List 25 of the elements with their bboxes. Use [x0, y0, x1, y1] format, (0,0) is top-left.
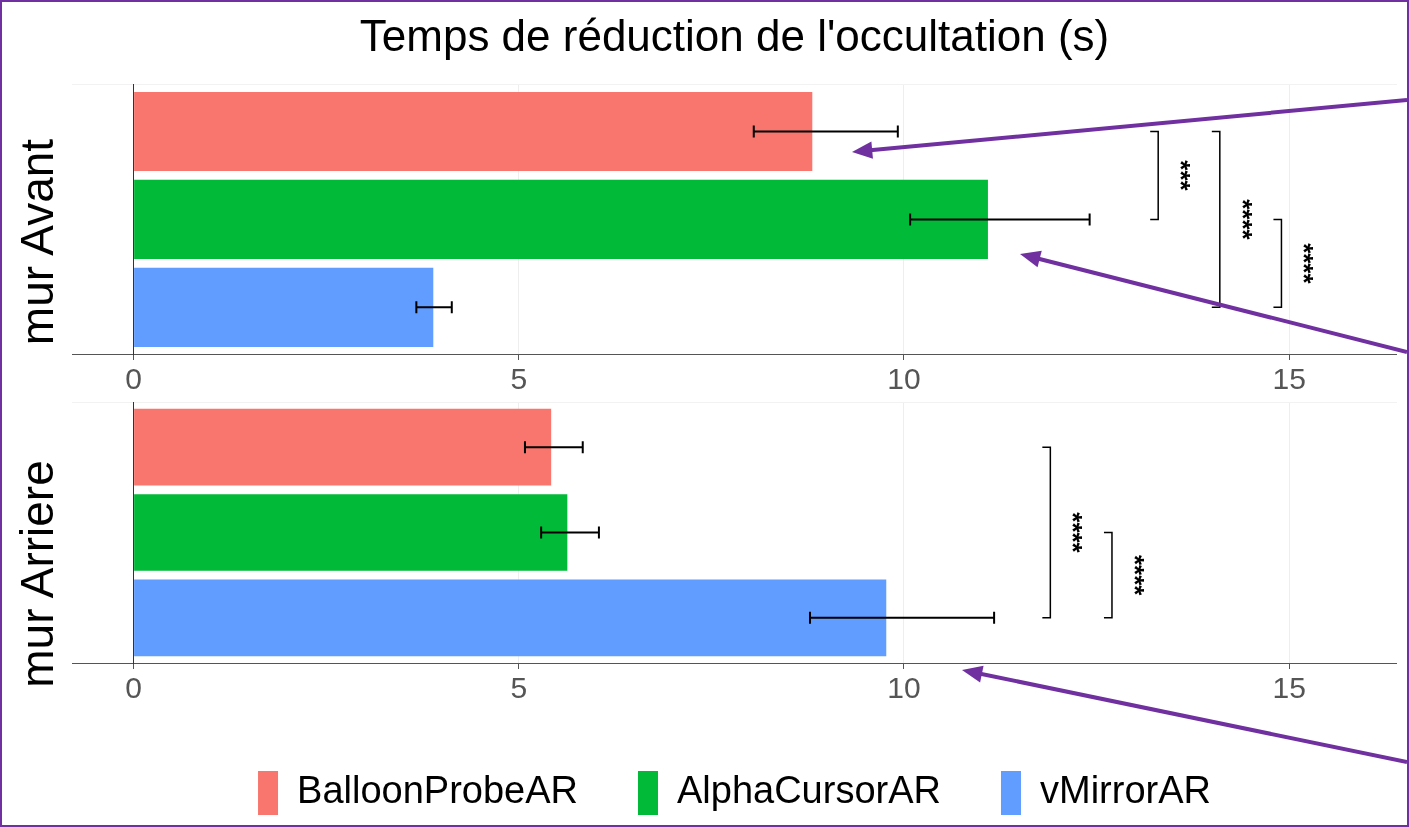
annotation: ****: [1119, 554, 1150, 597]
x-tick-label: 15: [1272, 671, 1306, 705]
bar: [134, 579, 887, 657]
annotation: ****: [1289, 243, 1320, 285]
legend-label: AlphaCursorAR: [676, 769, 941, 812]
x-tick-label: 0: [125, 671, 142, 705]
bar: [134, 179, 988, 259]
bar: [134, 91, 813, 172]
legend-label: vMirrorAR: [1039, 769, 1211, 812]
bar: [134, 494, 568, 571]
bar: [134, 408, 552, 486]
x-tick-label: 5: [510, 362, 528, 396]
annotation: ***: [1166, 160, 1197, 192]
x-tick-label: 15: [1272, 362, 1306, 396]
x-tick-label: 0: [125, 362, 142, 396]
y-axis-title: mur Arriere: [10, 459, 64, 688]
legend-label: BalloonProbeAR: [297, 769, 578, 812]
y-axis-title: mur Avant: [10, 138, 64, 346]
bar: [134, 267, 434, 347]
x-tick-label: 10: [887, 362, 921, 396]
annotation: ****: [1227, 199, 1258, 241]
x-tick-label: 5: [510, 671, 528, 705]
chart-title: Temps de réduction de l'occultation (s): [359, 10, 1110, 60]
x-tick-label: 10: [887, 671, 921, 705]
annotation: ****: [1058, 512, 1089, 554]
